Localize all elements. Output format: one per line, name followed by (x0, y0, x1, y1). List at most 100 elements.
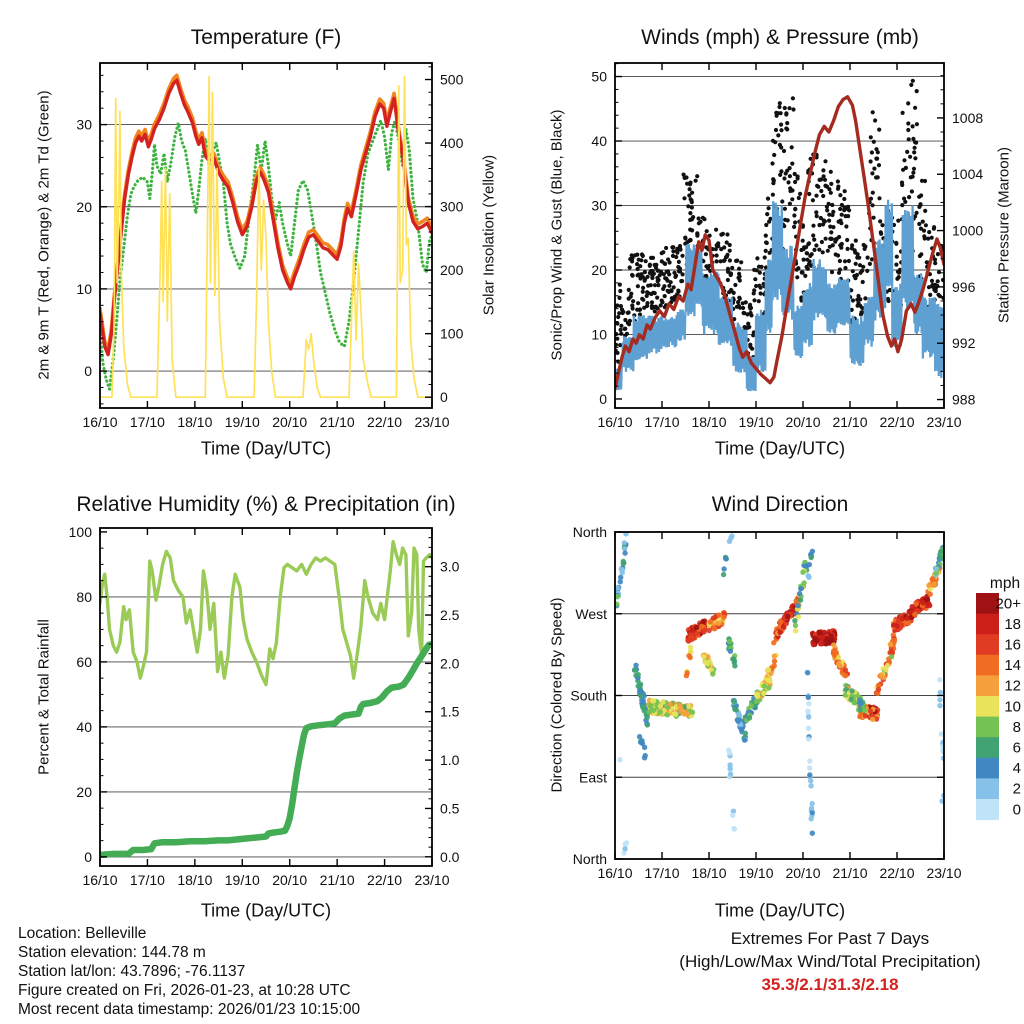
rh_precip-y-tick-label: 1.5 (440, 704, 460, 720)
wind_direction-x-tick-label: 18/10 (691, 865, 726, 881)
temperature-ylabel-left: 2m & 9m T (Red, Orange) & 2m Td (Green) (35, 90, 53, 380)
colorbar-tick-label: 10 (1004, 698, 1021, 715)
wind-direction-xlabel: Time (Day/UTC) (714, 900, 846, 921)
colorbar-tick-label: 0 (1013, 801, 1021, 818)
extremes-title: Extremes For Past 7 Days (730, 929, 930, 948)
wind_direction-x-tick-label: 19/10 (738, 865, 773, 881)
wind_direction-x-tick-label: 23/10 (926, 865, 961, 881)
temperature-x-tick-label: 22/10 (367, 414, 402, 430)
wind_direction-panel: 16/10 17/10 18/10 19/10 20/10 21/10 22/10 23/10… (570, 524, 961, 881)
colorbar-tick-label: 2 (1013, 781, 1021, 798)
colorbar-tick-label: 4 (1013, 760, 1021, 777)
temperature-y-tick-label: 10 (76, 281, 92, 297)
wind_direction-x-tick-label: 22/10 (879, 865, 914, 881)
colorbar-tick-label: 16 (1004, 637, 1021, 654)
rh-precip-title: Relative Humidity (%) & Precipitation (i… (76, 493, 456, 516)
temperature-xlabel: Time (Day/UTC) (200, 438, 332, 459)
wind_direction-series (615, 532, 944, 856)
temperature-x-tick-label: 17/10 (130, 414, 165, 430)
temperature-y-tick-label: 30 (76, 117, 92, 133)
colorbar-tick-label: 18 (1004, 616, 1021, 633)
wind_direction-x-tick-label: 17/10 (644, 865, 679, 881)
winds_pressure-panel: 16/10 17/10 18/10 19/10 20/10 21/10 22/10 23/10… (591, 62, 983, 430)
temperature-series (100, 73, 432, 399)
wind_direction-y-tick-label: North (573, 524, 607, 540)
station-latlon: Station lat/lon: 43.7896; -76.1137 (18, 963, 246, 980)
rh_precip-x-tick-label: 18/10 (177, 872, 212, 888)
rh_precip-y-tick-label: 40 (76, 719, 92, 735)
rh_precip-x-tick-label: 17/10 (130, 872, 165, 888)
winds_pressure-x-tick-label: 16/10 (597, 414, 632, 430)
winds-pressure-ylabel-left: Sonic/Prop Wind & Gust (Blue, Black) (548, 109, 566, 361)
winds_pressure-x-tick-label: 21/10 (832, 414, 867, 430)
temperature-y-tick-label: 400 (440, 135, 464, 151)
winds-pressure-xlabel: Time (Day/UTC) (714, 438, 846, 459)
wind_direction-x-tick-label: 16/10 (597, 865, 632, 881)
rh_precip-y-tick-label: 2.5 (440, 607, 460, 623)
figure-created: Figure created on Fri, 2026-01-23, at 10… (18, 982, 351, 999)
temperature-title: Temperature (F) (190, 26, 342, 49)
temperature-x-tick-label: 23/10 (414, 414, 449, 430)
winds_pressure-y-tick-label: 40 (591, 133, 607, 149)
temperature-y-tick-label: 500 (440, 72, 464, 88)
winds_pressure-y-tick-label: 30 (591, 198, 607, 214)
rh_precip-y-tick-label: 3.0 (440, 559, 460, 575)
extremes-subtitle: (High/Low/Max Wind/Total Precipitation) (679, 952, 981, 971)
winds_pressure-y-tick-label: 996 (952, 279, 976, 295)
colorbar-tick-label: 6 (1013, 740, 1021, 757)
wind_direction-y-tick-label: North (573, 851, 607, 867)
temperature-x-tick-label: 20/10 (272, 414, 307, 430)
wind-direction-ylabel-left: Direction (Colored By Speed) (548, 597, 566, 793)
data-timestamp: Most recent data timestamp: 2026/01/23 1… (18, 1001, 361, 1018)
temperature-x-tick-label: 21/10 (320, 414, 355, 430)
rh_precip-y-tick-label: 1.0 (440, 752, 460, 768)
temperature-y-tick-label: 20 (76, 199, 92, 215)
winds_pressure-y-tick-label: 1008 (952, 110, 983, 126)
winds_pressure-y-tick-label: 10 (591, 326, 607, 342)
rh_precip-y-tick-label: 0.5 (440, 800, 460, 816)
rh_precip-y-tick-label: 2.0 (440, 655, 460, 671)
winds_pressure-x-tick-label: 23/10 (926, 414, 961, 430)
extremes-block: Extremes For Past 7 Days (High/Low/Max W… (640, 927, 1020, 996)
speed-colorbar: 20+ 18 16 14 12 10 8 6 4 2 0 (976, 593, 1022, 821)
winds_pressure-x-tick-label: 22/10 (879, 414, 914, 430)
station-location: Location: Belleville (18, 925, 147, 942)
winds-pressure-title: Winds (mph) & Pressure (mb) (641, 26, 919, 49)
wind_direction-x-tick-label: 21/10 (832, 865, 867, 881)
wind_direction-y-tick-label: East (579, 769, 607, 785)
temperature-y-tick-label: 300 (440, 199, 464, 215)
rh-precip-xlabel: Time (Day/UTC) (200, 900, 332, 921)
wind-direction-title: Wind Direction (711, 493, 849, 516)
colorbar-tick-label: 14 (1004, 657, 1021, 674)
rh_precip-y-tick-label: 100 (69, 524, 93, 540)
winds_pressure-y-tick-label: 20 (591, 262, 607, 278)
temperature-x-tick-label: 18/10 (177, 414, 212, 430)
wind_direction-y-tick-label: South (570, 688, 607, 704)
rh_precip-panel: 16/10 17/10 18/10 19/10 20/10 21/10 22/10 23/10… (69, 524, 460, 888)
temperature-y-tick-label: 100 (440, 326, 464, 342)
station-elevation: Station elevation: 144.78 m (18, 944, 206, 961)
winds_pressure-y-tick-label: 992 (952, 335, 976, 351)
temperature-ylabel-right: Solar Insolation (Yellow) (480, 154, 498, 316)
extremes-values: 35.3/2.1/31.3/2.18 (761, 975, 899, 994)
winds_pressure-y-tick-label: 50 (591, 69, 607, 85)
winds_pressure-x-tick-label: 18/10 (691, 414, 726, 430)
wind_direction-x-tick-label: 20/10 (785, 865, 820, 881)
colorbar-tick-label: 12 (1004, 678, 1021, 695)
winds_pressure-y-tick-label: 988 (952, 392, 976, 408)
rh_precip-x-tick-label: 21/10 (320, 872, 355, 888)
rh_precip-y-tick-label: 20 (76, 784, 92, 800)
winds_pressure-x-tick-label: 17/10 (644, 414, 679, 430)
temperature-panel: 16/10 17/10 18/10 19/10 20/10 21/10 22/10 23/10… (76, 62, 464, 430)
rh_precip-x-tick-label: 20/10 (272, 872, 307, 888)
colorbar-tick-label: 8 (1013, 719, 1021, 736)
rh_precip-x-tick-label: 22/10 (367, 872, 402, 888)
rh-precip-ylabel-left: Percent & Total Rainfall (35, 619, 53, 775)
rh_precip-series (100, 540, 432, 859)
rh_precip-y-tick-label: 60 (76, 654, 92, 670)
temperature-y-tick-label: 0 (440, 389, 448, 405)
colorbar-tick-label: 20+ (996, 595, 1022, 612)
winds-pressure-ylabel-right: Station Pressure (Maroon) (995, 147, 1013, 323)
